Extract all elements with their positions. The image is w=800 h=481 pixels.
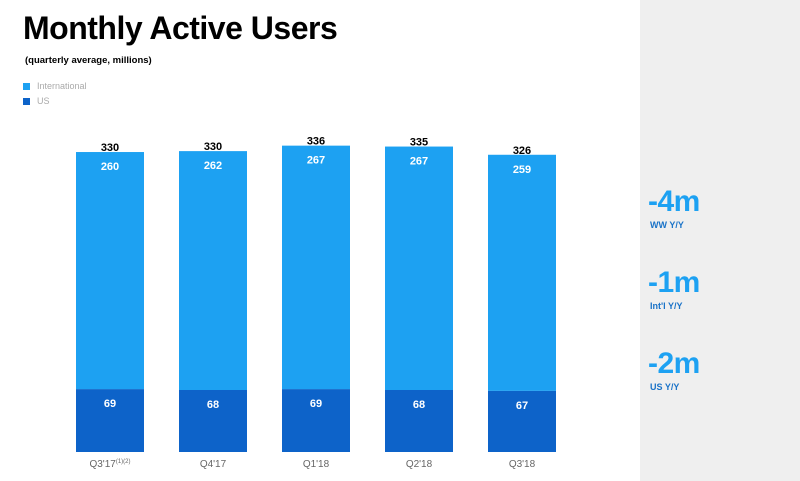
data-label-international-1: 262 <box>204 160 222 172</box>
x-tick-label-3: Q2'18 <box>406 459 433 470</box>
legend-label-international: International <box>37 81 87 91</box>
metric-us-label: US Y/Y <box>650 382 680 392</box>
bar-us-0 <box>76 389 144 452</box>
chart-title: Monthly Active Users <box>23 10 338 46</box>
metrics-panel <box>640 0 800 481</box>
data-label-total-4: 326 <box>513 145 531 157</box>
x-tick-label-1: Q4'17 <box>200 459 227 470</box>
metric-ww-value: -4m <box>648 185 700 218</box>
bar-international-1 <box>179 151 247 390</box>
bar-us-3 <box>385 390 453 452</box>
x-tick-label-0: Q3'17(1)(2) <box>89 459 130 470</box>
metric-intl-label: Int'l Y/Y <box>650 301 683 311</box>
data-label-international-4: 259 <box>513 164 531 176</box>
bar-us-4 <box>488 390 556 452</box>
x-tick-label-2: Q1'18 <box>303 459 330 470</box>
metric-ww-yoy: -4m WW Y/Y <box>648 185 798 231</box>
legend-swatch-us <box>23 97 30 105</box>
data-label-international-3: 267 <box>410 156 428 168</box>
data-label-total-2: 336 <box>307 136 325 148</box>
bar-chart: 69 260 330 Q3'17(1)(2) 68 262 330 Q4'17 69 267 336… <box>76 136 556 470</box>
data-label-us-3: 68 <box>413 399 425 411</box>
legend-item-international: International <box>23 81 87 91</box>
legend-item-us: US <box>23 96 50 106</box>
data-label-international-2: 267 <box>307 155 325 167</box>
data-label-us-1: 68 <box>207 399 219 411</box>
bar-international-4 <box>488 154 556 391</box>
metric-intl-value: -1m <box>648 266 700 299</box>
metric-us-yoy: -2m US Y/Y <box>648 347 798 393</box>
data-label-total-3: 335 <box>410 137 428 149</box>
bar-international-3 <box>385 146 453 390</box>
data-label-total-0: 330 <box>101 142 119 154</box>
data-label-us-0: 69 <box>104 398 116 410</box>
metric-intl-yoy: -1m Int'l Y/Y <box>648 266 798 312</box>
chart-subtitle: (quarterly average, millions) <box>25 55 152 66</box>
metric-ww-label: WW Y/Y <box>650 220 684 230</box>
x-tick-label-4: Q3'18 <box>509 459 536 470</box>
legend-swatch-international <box>23 82 30 90</box>
chart-area: Monthly Active Users (quarterly average,… <box>23 10 556 470</box>
legend-label-us: US <box>37 96 50 106</box>
data-label-international-0: 260 <box>101 161 119 173</box>
metric-us-value: -2m <box>648 347 700 380</box>
data-label-us-4: 67 <box>516 400 528 412</box>
bar-international-2 <box>282 145 350 390</box>
data-label-us-2: 69 <box>310 398 322 410</box>
bar-us-1 <box>179 390 247 452</box>
x-tick-footnote-0: (1)(2) <box>116 459 131 465</box>
bar-international-0 <box>76 152 144 390</box>
data-label-total-1: 330 <box>204 141 222 153</box>
bar-us-2 <box>282 389 350 452</box>
